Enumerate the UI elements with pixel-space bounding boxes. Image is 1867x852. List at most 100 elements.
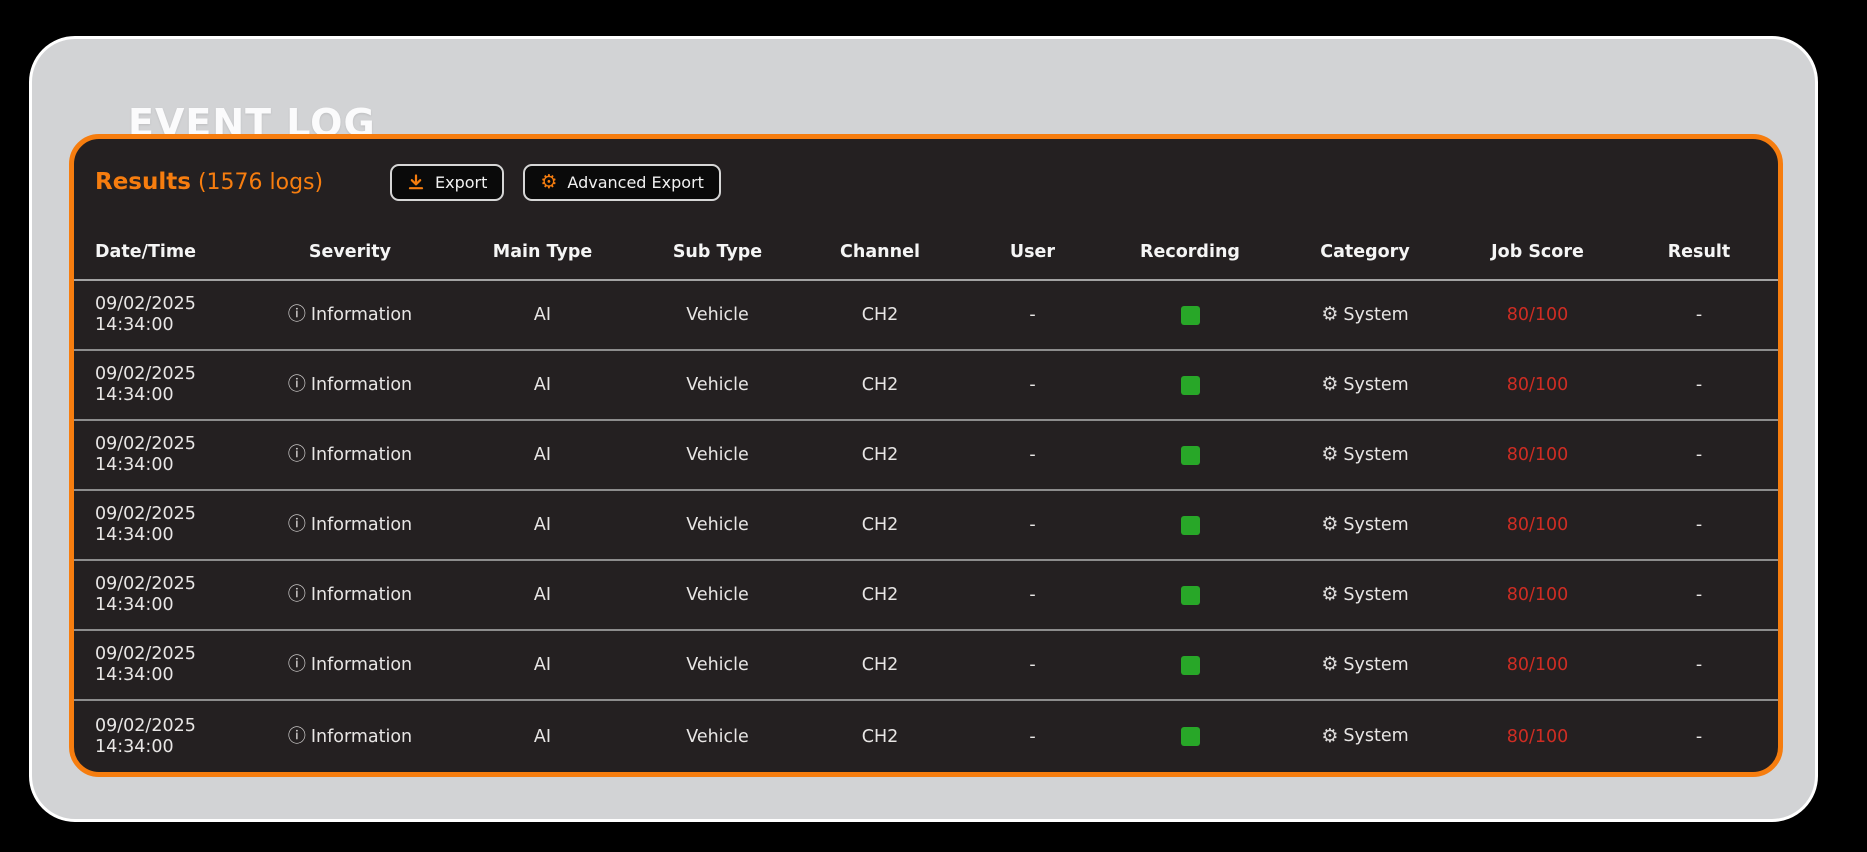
cell-recording [1105,655,1275,675]
column-header-result: Result [1667,242,1731,262]
cell-time: 14:34:00 [95,315,174,335]
table-row[interactable]: 09/02/2025 14:34:00 ⓘ Information AI Veh… [74,421,1778,491]
gear-icon: ⚙ [1321,303,1339,326]
category-label: System [1343,654,1409,675]
cell-recording [1105,585,1275,605]
recording-on-indicator [1180,727,1200,746]
cell-date: 09/02/2025 [95,364,196,384]
cell-main-type: AI [533,375,552,395]
cell-category: ⚙ System [1275,515,1455,536]
cell-channel: CH2 [861,585,899,605]
cell-date: 09/02/2025 [95,434,196,454]
table-row[interactable]: 09/02/2025 14:34:00 ⓘ Information AI Veh… [74,561,1778,631]
severity-label: Information [310,515,413,535]
recording-on-indicator [1180,375,1200,395]
cell-result: - [1695,445,1703,465]
table-row[interactable]: 09/02/2025 14:34:00 ⓘ Information AI Veh… [74,351,1778,421]
table-row[interactable]: 09/02/2025 14:34:00 ⓘ Information AI Veh… [74,701,1778,772]
cell-recording [1105,375,1275,395]
cell-sub-type: Vehicle [686,726,749,747]
gear-icon: ⚙ [540,170,558,193]
cell-category: ⚙ System [1275,726,1455,747]
cell-job-score: 80/100 [1506,585,1569,605]
recording-on-indicator [1180,655,1200,675]
recording-on-indicator [1180,305,1200,325]
cell-user: - [1029,445,1036,465]
advanced-export-button[interactable]: ⚙ Advanced Export [523,163,721,201]
table-row[interactable]: 09/02/2025 14:34:00 ⓘ Information AI Veh… [74,281,1778,351]
cell-severity: ⓘ Information [250,515,450,535]
column-header-sub-type: Sub Type [672,242,763,262]
cell-result: - [1695,726,1703,747]
category-label: System [1343,584,1409,605]
info-circle-icon: ⓘ [287,514,306,535]
cell-date: 09/02/2025 [95,574,196,594]
cell-main-type: AI [533,445,552,465]
column-header-user: User [1009,242,1056,262]
info-circle-icon: ⓘ [287,444,306,465]
cell-severity: ⓘ Information [250,727,450,747]
cell-result: - [1695,515,1703,535]
cell-datetime: 09/02/2025 14:34:00 [74,434,250,476]
table-row[interactable]: 09/02/2025 14:34:00 ⓘ Information AI Veh… [74,491,1778,561]
cell-recording [1105,305,1275,325]
results-toolbar: Results (1576 logs) Export ⚙ Advanced Exp… [74,139,1778,225]
category-label: System [1343,304,1409,325]
severity-label: Information [310,305,413,325]
severity-label: Information [310,655,413,675]
cell-sub-type: Vehicle [686,515,749,535]
cell-result: - [1695,305,1703,325]
cell-result: - [1695,585,1703,605]
cell-category: ⚙ System [1275,305,1455,326]
table-header-row: Date/Time Severity Main Type Sub Type Ch… [74,225,1778,281]
results-summary: Results (1576 logs) [95,169,323,195]
cell-datetime: 09/02/2025 14:34:00 [74,644,250,686]
cell-result: - [1695,655,1703,675]
severity-label: Information [310,726,413,747]
info-circle-icon: ⓘ [287,654,306,675]
table-row[interactable]: 09/02/2025 14:34:00 ⓘ Information AI Veh… [74,631,1778,701]
cell-severity: ⓘ Information [250,305,450,325]
cell-user: - [1029,375,1036,395]
cell-user: - [1029,585,1036,605]
info-circle-icon: ⓘ [287,725,306,747]
cell-job-score: 80/100 [1506,515,1569,535]
cell-recording [1105,515,1275,535]
cell-severity: ⓘ Information [250,445,450,465]
download-icon [408,174,424,190]
cell-category: ⚙ System [1275,375,1455,396]
cell-date: 09/02/2025 [95,504,196,524]
gear-icon: ⚙ [1321,583,1339,606]
info-circle-icon: ⓘ [287,584,306,605]
cell-sub-type: Vehicle [686,445,749,465]
export-button-label: Export [435,172,488,192]
gear-icon: ⚙ [1321,443,1339,466]
export-button[interactable]: Export [390,163,505,201]
cell-channel: CH2 [861,655,899,675]
cell-user: - [1029,515,1036,535]
column-header-recording: Recording [1140,242,1240,262]
severity-label: Information [310,585,413,605]
cell-datetime: 09/02/2025 14:34:00 [74,364,250,406]
cell-job-score: 80/100 [1506,655,1569,675]
cell-channel: CH2 [861,305,899,325]
cell-time: 14:34:00 [95,525,174,545]
cell-user: - [1029,655,1036,675]
cell-sub-type: Vehicle [686,375,749,395]
cell-date: 09/02/2025 [95,715,196,736]
cell-datetime: 09/02/2025 14:34:00 [74,294,250,336]
cell-channel: CH2 [861,515,899,535]
cell-job-score: 80/100 [1506,445,1569,465]
cell-main-type: AI [533,726,552,747]
cell-recording [1105,445,1275,465]
results-label: Results [95,169,191,195]
cell-severity: ⓘ Information [250,585,450,605]
column-header-job-score: Job Score [1491,242,1584,262]
cell-severity: ⓘ Information [250,375,450,395]
cell-category: ⚙ System [1275,655,1455,676]
cell-channel: CH2 [861,375,899,395]
cell-user: - [1029,305,1036,325]
column-header-main-type: Main Type [492,242,593,262]
cell-sub-type: Vehicle [686,655,749,675]
table-body: 09/02/2025 14:34:00 ⓘ Information AI Veh… [74,281,1778,772]
